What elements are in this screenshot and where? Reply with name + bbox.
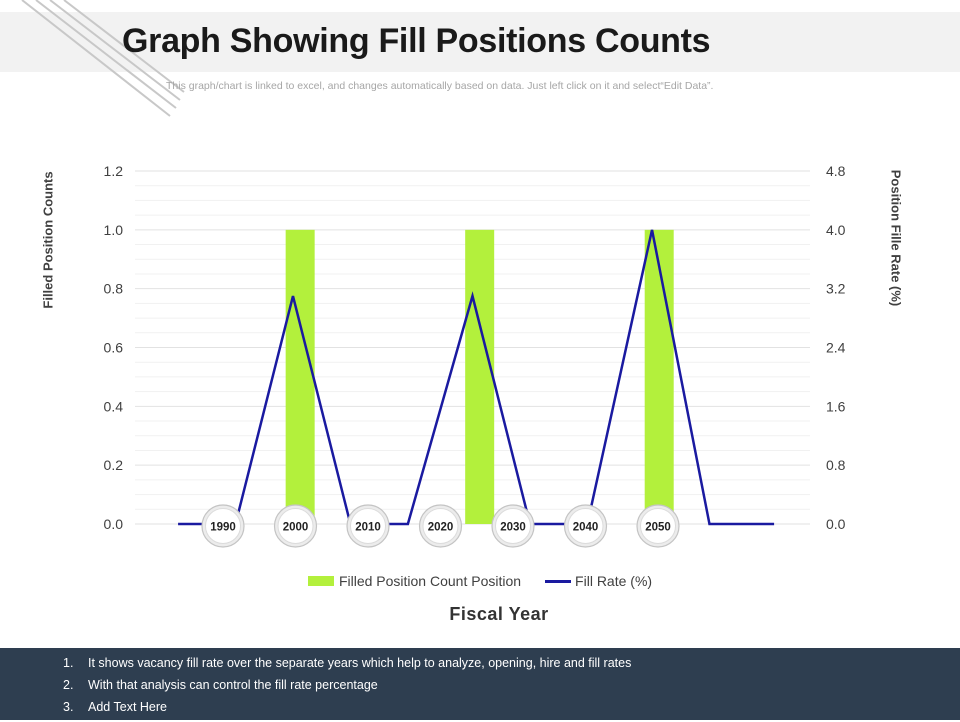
y-tick-right-label: 4.8 [826, 163, 846, 179]
legend-bar-label: Filled Position Count Position [338, 573, 522, 589]
footer-item-text: With that analysis can control the fill … [88, 678, 378, 692]
legend-bar-swatch [307, 576, 334, 586]
x-tick-label: 1990 [210, 522, 236, 534]
footer-item-text: Add Text Here [88, 700, 167, 714]
y-tick-right-label: 0.8 [826, 457, 846, 473]
decorative-diagonal-lines [21, 0, 185, 117]
footer-item-number: 1. [63, 656, 74, 670]
footer-item-number: 2. [63, 678, 74, 692]
x-tick-label: 2010 [355, 522, 381, 534]
bar [285, 229, 315, 525]
y-tick-left-label: 1.0 [104, 222, 124, 238]
y-axis-left-title: Filled Position Counts [40, 171, 56, 309]
footer-item-text: It shows vacancy fill rate over the sepa… [88, 656, 632, 670]
x-category-circle-inner [422, 508, 459, 544]
y-tick-left-label: 0.6 [104, 340, 124, 356]
y-tick-left-label: 0.2 [104, 457, 124, 473]
legend-line-swatch [545, 579, 572, 583]
title-band [0, 12, 960, 72]
bar [465, 229, 495, 525]
x-category-circle-inner [495, 508, 531, 544]
legend-item-line: Fill Rate (%) [521, 573, 652, 589]
y-tick-right-label: 0.0 [826, 516, 846, 532]
y-tick-left-label: 0.4 [104, 398, 124, 414]
footer-list: 1. It shows vacancy fill rate over the se… [63, 656, 631, 722]
legend-item-bars: Filled Position Count Position [307, 573, 522, 589]
y-tick-right-label: 1.6 [826, 398, 846, 414]
footer-item-number: 3. [63, 700, 74, 714]
fill-positions-chart: 0.0 0.2 0.4 0.6 0.8 1.0 1.2 0.0 0.8 1.6 2.4 3.2 4.0 4… [104, 163, 846, 548]
footer-item: 1. It shows vacancy fill rate over the se… [63, 656, 631, 678]
y-axis-right-title: Position Fille Rate (%) [888, 169, 904, 307]
y-tick-right-label: 2.4 [826, 340, 846, 356]
footer-item: 2. With that analysis can control the fil… [63, 678, 631, 700]
x-tick-label: 2030 [500, 522, 526, 534]
x-category-circle-inner [640, 508, 676, 544]
x-category-circle-inner [277, 508, 314, 544]
y-tick-left-label: 0.0 [104, 516, 124, 532]
x-category-circle-inner [567, 508, 604, 544]
footer-notes: 1. It shows vacancy fill rate over the se… [0, 648, 960, 720]
x-category-circle-inner [350, 508, 386, 544]
footer-item: 3. Add Text Here [63, 700, 631, 722]
y-tick-right-label: 4.0 [826, 222, 846, 238]
y-tick-left-label: 0.8 [104, 281, 124, 297]
x-axis-title: Fiscal Year [449, 604, 549, 624]
chart-subtitle: This graph/chart is linked to excel, and… [166, 80, 714, 92]
x-tick-label: 2050 [645, 522, 671, 534]
page-title: Graph Showing Fill Positions Counts [122, 22, 711, 60]
legend-line-label: Fill Rate (%) [575, 573, 653, 589]
chart-legend: Filled Position Count Position Fill Rate… [0, 573, 960, 589]
x-tick-label: 2020 [428, 522, 454, 534]
x-tick-label: 2040 [573, 522, 599, 534]
y-tick-right-label: 3.2 [826, 281, 846, 297]
x-tick-label: 2000 [283, 522, 309, 534]
bar [644, 229, 674, 525]
x-category-circle-inner [205, 508, 241, 544]
y-tick-left-label: 1.2 [104, 163, 124, 179]
fill-rate-line [178, 229, 775, 526]
